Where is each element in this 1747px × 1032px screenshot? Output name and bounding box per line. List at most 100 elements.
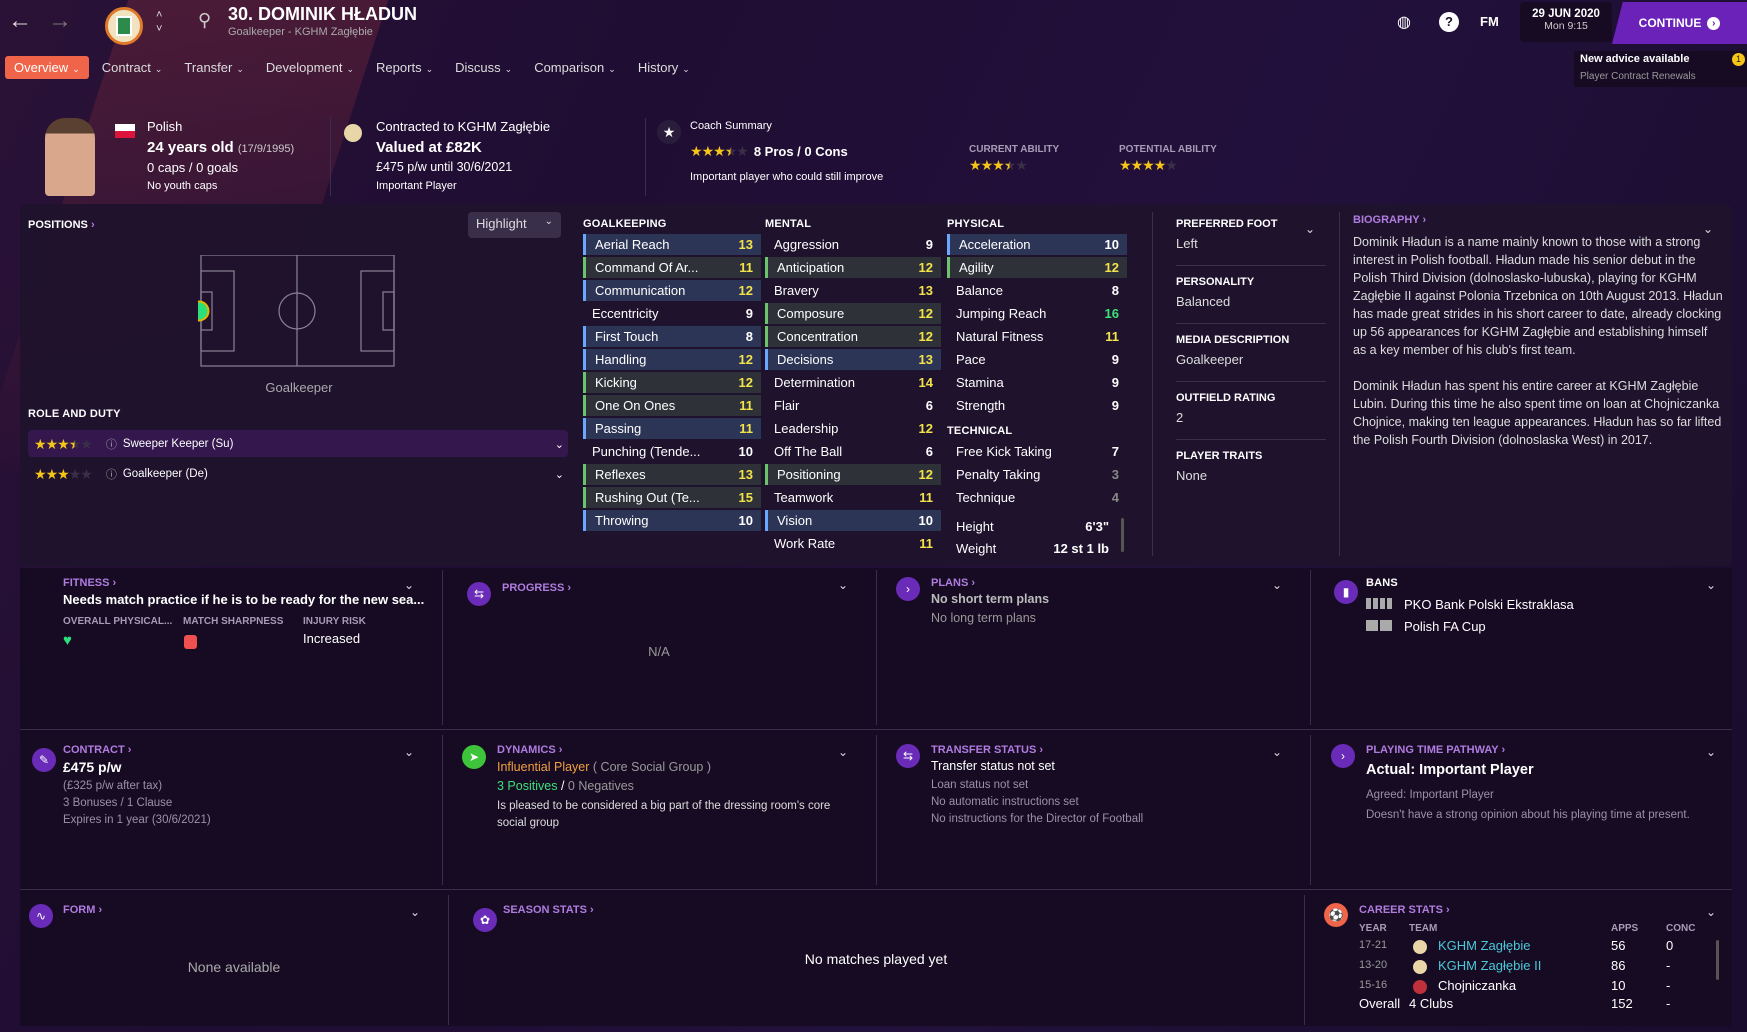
chevron-down-icon[interactable]: ⌄ — [1706, 905, 1717, 919]
attribute-row[interactable]: Natural Fitness 11 — [947, 326, 1127, 347]
career-column-header[interactable]: APPS — [1611, 923, 1639, 934]
attribute-row[interactable]: Composure 12 — [765, 303, 941, 324]
highlight-dropdown[interactable]: Highlight ⌄ — [468, 212, 561, 238]
chevron-down-icon[interactable]: ⌄ — [1272, 745, 1283, 759]
help-icon[interactable]: ? — [1439, 12, 1459, 32]
attribute-row[interactable]: Kicking 12 — [583, 372, 761, 393]
attribute-row[interactable]: Command Of Ar... 11 — [583, 257, 761, 278]
chevron-down-icon[interactable]: ⌄ — [1703, 222, 1714, 236]
attribute-row[interactable]: Reflexes 13 — [583, 464, 761, 485]
info-icon[interactable]: ⓘ — [105, 439, 117, 451]
career-column-header[interactable]: CONC — [1666, 923, 1696, 934]
tab-development[interactable]: Development ⌄ — [257, 56, 363, 79]
contract-header[interactable]: CONTRACT › — [63, 744, 132, 756]
tab-contract[interactable]: Contract ⌄ — [93, 56, 172, 79]
attribute-row[interactable]: One On Ones 11 — [583, 395, 761, 416]
transfer-status-header[interactable]: TRANSFER STATUS › — [931, 744, 1044, 756]
globe-icon[interactable]: ◍ — [1397, 14, 1411, 31]
attribute-row[interactable]: Work Rate 11 — [765, 533, 941, 554]
attribute-row[interactable]: Throwing 10 — [583, 510, 761, 531]
attribute-row[interactable]: Free Kick Taking 7 — [947, 441, 1127, 462]
form-header[interactable]: FORM › — [63, 904, 103, 916]
career-column-header[interactable]: TEAM — [1409, 923, 1438, 934]
tab-overview[interactable]: Overview ⌄ — [5, 56, 89, 79]
chevron-down-icon[interactable]: ⌄ — [1706, 745, 1717, 759]
career-team[interactable]: Chojniczanka — [1438, 978, 1517, 993]
tab-reports[interactable]: Reports ⌄ — [367, 56, 442, 79]
back-icon[interactable]: ← — [8, 7, 32, 34]
plans-header[interactable]: PLANS › — [931, 577, 976, 589]
attribute-row[interactable]: Off The Ball 6 — [765, 441, 941, 462]
attribute-value: 12 — [918, 260, 933, 275]
attribute-row[interactable]: Flair 6 — [765, 395, 941, 416]
attribute-row[interactable]: Anticipation 12 — [765, 257, 941, 278]
attribute-row[interactable]: Rushing Out (Te... 15 — [583, 487, 761, 508]
biography-header[interactable]: BIOGRAPHY › — [1353, 214, 1427, 226]
attribute-row[interactable]: Strength 9 — [947, 395, 1127, 416]
forward-icon[interactable]: → — [48, 7, 72, 34]
career-scrollbar[interactable] — [1716, 940, 1719, 980]
info-icon[interactable]: ⓘ — [105, 469, 117, 481]
attribute-row[interactable]: Determination 14 — [765, 372, 941, 393]
pathway-header[interactable]: PLAYING TIME PATHWAY › — [1366, 744, 1506, 756]
chevron-down-icon[interactable]: ⌄ — [1272, 578, 1283, 592]
attribute-row[interactable]: First Touch 8 — [583, 326, 761, 347]
attribute-row[interactable]: Positioning 12 — [765, 464, 941, 485]
attribute-row[interactable]: Acceleration 10 — [947, 234, 1127, 255]
attribute-row[interactable]: Decisions 13 — [765, 349, 941, 370]
continue-button[interactable]: CONTINUE › — [1612, 2, 1747, 44]
attribute-row[interactable]: Punching (Tende... 10 — [583, 441, 761, 462]
chevron-down-icon[interactable]: ⌄ — [1706, 578, 1717, 592]
attribute-row[interactable]: Pace 9 — [947, 349, 1127, 370]
tab-history[interactable]: History ⌄ — [629, 56, 699, 79]
fitness-header[interactable]: FITNESS › — [63, 577, 117, 589]
pros-cons[interactable]: 8 Pros / 0 Cons — [753, 144, 848, 159]
season-stats-header[interactable]: SEASON STATS › — [503, 904, 594, 916]
chevron-down-icon[interactable]: ⌄ — [838, 745, 849, 759]
role-row[interactable]: ★★★★★ ⓘ Sweeper Keeper (Su) ⌄ — [34, 432, 564, 456]
attribute-row[interactable]: Handling 12 — [583, 349, 761, 370]
chevron-down-icon[interactable]: ⌄ — [404, 578, 415, 592]
attribute-row[interactable]: Technique 4 — [947, 487, 1127, 508]
attribute-row[interactable]: Penalty Taking 3 — [947, 464, 1127, 485]
search-icon[interactable]: ⚲ — [198, 10, 212, 30]
attribute-row[interactable]: Balance 8 — [947, 280, 1127, 301]
attribute-row[interactable]: Agility 12 — [947, 257, 1127, 278]
attribute-row[interactable]: Leadership 12 — [765, 418, 941, 439]
tab-comparison[interactable]: Comparison ⌄ — [525, 56, 625, 79]
advice-notification[interactable]: New advice available Player Contract Ren… — [1574, 51, 1747, 87]
attribute-row[interactable]: Stamina 9 — [947, 372, 1127, 393]
chevron-down-icon[interactable]: ⌄ — [554, 468, 564, 481]
chevron-down-icon[interactable]: ⌄ — [410, 905, 421, 919]
career-stats-header[interactable]: CAREER STATS › — [1359, 904, 1450, 916]
career-column-header[interactable]: YEAR — [1359, 923, 1387, 934]
attribute-row[interactable]: Teamwork 11 — [765, 487, 941, 508]
chevron-down-icon[interactable]: ⌄ — [554, 438, 564, 451]
fm-menu[interactable]: FM — [1480, 14, 1499, 29]
attribute-row[interactable]: Aerial Reach 13 — [583, 234, 761, 255]
attribute-row[interactable]: Jumping Reach 16 — [947, 303, 1127, 324]
career-team[interactable]: KGHM Zagłębie — [1438, 938, 1531, 953]
attributes-scrollbar[interactable] — [1121, 518, 1124, 552]
dynamics-header[interactable]: DYNAMICS › — [497, 744, 563, 756]
tab-transfer[interactable]: Transfer ⌄ — [175, 56, 252, 79]
player-switch-icon[interactable]: ˄ ˅ — [156, 9, 163, 35]
chevron-down-icon[interactable]: ⌄ — [838, 578, 849, 592]
attribute-row[interactable]: Eccentricity 9 — [583, 303, 761, 324]
attribute-row[interactable]: Communication 12 — [583, 280, 761, 301]
attribute-row[interactable]: Passing 11 — [583, 418, 761, 439]
fitness-headline: Needs match practice if he is to be read… — [63, 592, 425, 607]
attribute-row[interactable]: Bravery 13 — [765, 280, 941, 301]
attribute-row[interactable]: Aggression 9 — [765, 234, 941, 255]
role-row[interactable]: ★★★★★ ⓘ Goalkeeper (De) ⌄ — [34, 462, 564, 486]
attribute-row[interactable]: Vision 10 — [765, 510, 941, 531]
contract-club[interactable]: Contracted to KGHM Zagłębie — [376, 119, 551, 134]
progress-header[interactable]: PROGRESS › — [502, 582, 572, 594]
chevron-down-icon[interactable]: ⌄ — [1305, 222, 1316, 236]
attribute-row[interactable]: Concentration 12 — [765, 326, 941, 347]
career-team[interactable]: KGHM Zagłębie II — [1438, 958, 1542, 973]
club-badge[interactable] — [105, 7, 143, 45]
tab-discuss[interactable]: Discuss ⌄ — [446, 56, 521, 79]
chevron-down-icon[interactable]: ⌄ — [404, 745, 415, 759]
positions-header[interactable]: POSITIONS › — [28, 219, 95, 231]
